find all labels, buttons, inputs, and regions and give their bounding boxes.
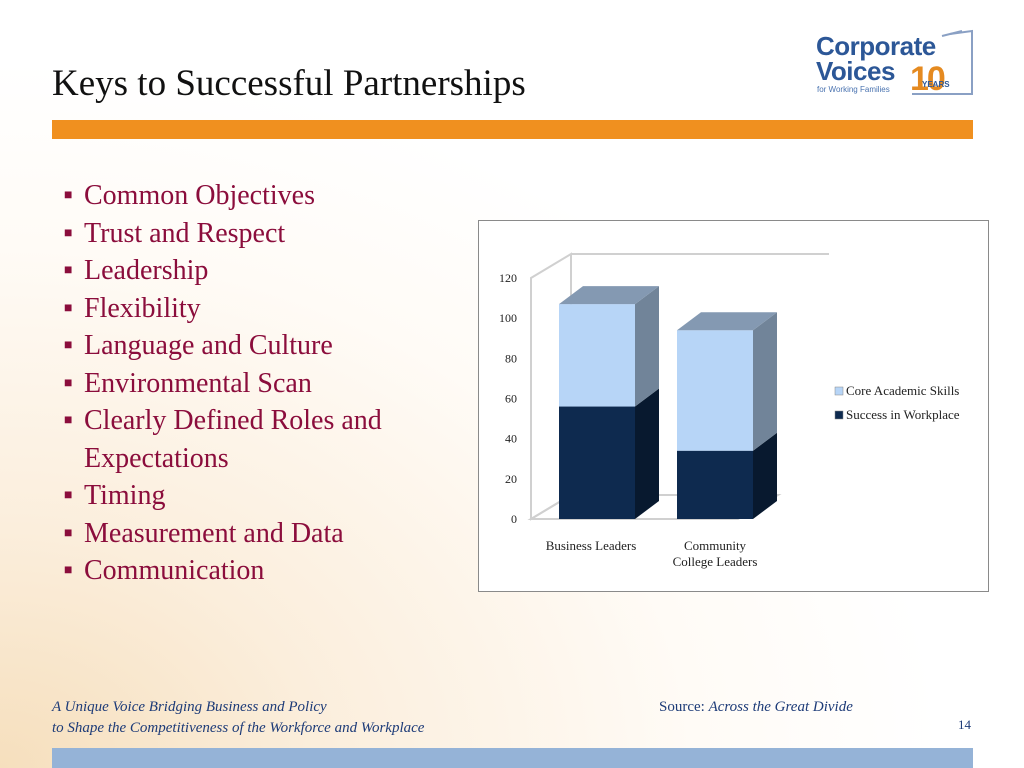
bullet-item: ■ Language and Culture — [62, 327, 462, 365]
legend-label: Success in Workplace — [846, 407, 960, 422]
bar-side — [753, 312, 777, 451]
bullet-marker-icon: ■ — [64, 563, 73, 578]
y-tick-label: 80 — [505, 351, 517, 365]
y-tick-label: 100 — [499, 311, 517, 325]
bullet-text: Flexibility — [84, 292, 201, 324]
bullet-item: ■ Communication — [62, 552, 462, 590]
source-title: Across the Great Divide — [708, 699, 853, 715]
bullet-marker-icon: ■ — [64, 375, 73, 391]
bar-top — [677, 312, 777, 331]
footer-line-1: A Unique Voice Bridging Business and Pol… — [52, 699, 327, 715]
y-tick-label: 40 — [505, 432, 517, 446]
bullet-item: ■ Leadership — [62, 252, 462, 290]
bar-segment — [559, 304, 635, 407]
bullet-text: Timing — [84, 480, 166, 511]
bullet-item: ■ Common Objectives — [62, 177, 462, 215]
x-category-label: Community — [684, 538, 747, 553]
bullet-marker-icon: ■ — [64, 263, 73, 278]
bottom-accent-bar — [52, 748, 973, 768]
stacked-bar-chart: 0 20 40 60 80 100 120 Business Leaders Community… — [499, 252, 960, 569]
y-tick-label: 20 — [505, 472, 517, 486]
bullet-text: Language and Culture — [84, 330, 333, 361]
chart-floor — [527, 494, 782, 520]
title-accent-bar — [52, 120, 973, 139]
logo-tagline: for Working Families — [817, 85, 890, 94]
y-tick-label: 0 — [511, 512, 517, 526]
logo-line-1: Corporate — [816, 31, 936, 61]
x-category-label: College Leaders — [673, 554, 758, 569]
footer-line-2: to Shape the Competitiveness of the Work… — [52, 720, 425, 736]
bullet-item: ■ Environmental Scan — [62, 365, 462, 403]
y-tick-label: 60 — [505, 392, 517, 406]
bullet-item: ■ Flexibility — [62, 290, 462, 328]
corporate-voices-logo: Corporate Voices for Working Families 10… — [812, 28, 976, 102]
y-tick-label: 120 — [499, 271, 517, 285]
bar-segment — [677, 450, 753, 519]
bullet-marker-icon: ■ — [64, 338, 73, 353]
legend-swatch — [834, 410, 844, 420]
bar-segment — [559, 406, 635, 519]
bullet-marker-icon: ■ — [64, 300, 73, 316]
bullet-marker-icon: ■ — [64, 225, 73, 241]
bullet-item: ■ Clearly Defined Roles and Expectations — [62, 402, 462, 477]
bullet-marker-icon: ■ — [64, 525, 73, 541]
bullet-item: ■ Timing — [62, 477, 462, 515]
logo-years: YEARS — [922, 80, 950, 89]
source-label: Source: — [659, 699, 709, 715]
bullet-marker-icon: ■ — [64, 488, 73, 503]
bullet-item: ■ Measurement and Data — [62, 515, 462, 553]
bullet-item: ■ Trust and Respect — [62, 215, 462, 253]
logo-line-2: Voices — [816, 56, 895, 86]
bullet-marker-icon: ■ — [64, 188, 73, 203]
bullet-marker-icon: ■ — [64, 413, 73, 428]
bar-top — [559, 286, 659, 305]
key-list: ■ Common Objectives ■ Trust and Respect ■ Lea… — [62, 177, 462, 590]
legend-swatch — [834, 386, 844, 396]
legend-label: Core Academic Skills — [846, 383, 959, 398]
bullet-text: Clearly Defined Roles and Expectations — [84, 405, 382, 474]
logo-ten: 10 — [910, 60, 946, 98]
footer-tagline: A Unique Voice Bridging Business and Pol… — [52, 697, 424, 739]
bullet-text: Trust and Respect — [84, 217, 286, 249]
bullet-text: Leadership — [84, 255, 209, 286]
bar-side — [635, 286, 659, 407]
x-category-label: Business Leaders — [546, 538, 637, 553]
house-outline-icon — [912, 29, 973, 95]
bullet-text: Measurement and Data — [84, 517, 344, 549]
source-citation: Source: Across the Great Divide — [659, 697, 853, 718]
bullet-text: Common Objectives — [84, 180, 315, 211]
bar-side — [753, 432, 777, 519]
bullet-text: Environmental Scan — [84, 367, 312, 399]
bar-side — [635, 388, 659, 519]
bar-segment — [677, 330, 753, 451]
slide-title: Keys to Successful Partnerships — [52, 63, 526, 104]
page-number: 14 — [958, 717, 971, 732]
chart-frame: 0 20 40 60 80 100 120 Business Leaders Community… — [478, 220, 989, 592]
bullet-text: Communication — [84, 555, 265, 586]
